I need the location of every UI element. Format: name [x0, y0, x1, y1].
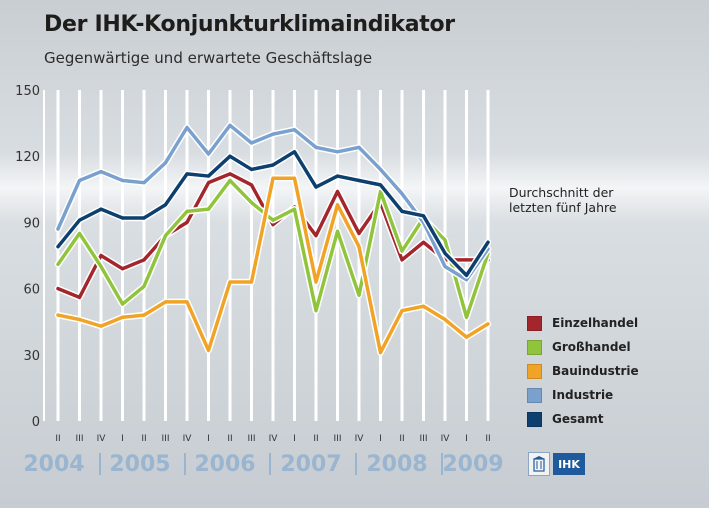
y-tick-label: 120 — [15, 150, 40, 165]
chart-subtitle: Gegenwärtige und erwartete Geschäftslage — [44, 49, 373, 67]
ihk-logo-text: IHK — [553, 453, 585, 475]
series-line-bauindustrie — [56, 176, 490, 355]
legend-swatch — [527, 315, 542, 331]
average-annotation-line-2: letzten fünf Jahre — [509, 200, 617, 215]
legend-item-einzelhandel: Einzelhandel — [527, 311, 639, 335]
x-tick-label: III — [334, 434, 342, 444]
x-tick-label: I — [379, 434, 382, 444]
legend-label: Bauindustrie — [552, 364, 639, 378]
x-tick-label: IV — [97, 434, 107, 444]
x-tick-label: III — [420, 434, 428, 444]
legend-label: Gesamt — [552, 412, 604, 426]
chart-title: Der IHK-Konjunkturklimaindikator — [44, 12, 455, 37]
year-label: 2008 — [366, 452, 427, 477]
x-tick-label: II — [141, 434, 146, 444]
x-tick-label: II — [55, 434, 60, 444]
year-label: 2005 — [109, 452, 170, 477]
emblem-icon — [528, 452, 550, 476]
x-tick-label: II — [227, 434, 232, 444]
x-tick-label: IV — [441, 434, 451, 444]
legend-item-industrie: Industrie — [527, 383, 639, 407]
ihk-logo: IHK — [528, 452, 585, 476]
x-tick-label: III — [76, 434, 84, 444]
legend-label: Einzelhandel — [552, 316, 639, 330]
y-tick-label: 150 — [15, 84, 40, 99]
average-annotation-line-1: Durchschnitt der — [509, 185, 614, 200]
year-label: 2004 — [23, 452, 84, 477]
x-tick-label: I — [121, 434, 124, 444]
average-annotation: Durchschnitt der letzten fünf Jahre — [509, 185, 617, 215]
legend-item-großhandel: Großhandel — [527, 335, 639, 359]
legend-swatch — [527, 363, 542, 379]
x-tick-label: I — [465, 434, 468, 444]
series-line-großhandel — [56, 178, 490, 320]
y-tick-label: 60 — [23, 283, 40, 298]
y-tick-label: 0 — [32, 415, 40, 430]
x-tick-label: IV — [355, 434, 365, 444]
x-tick-label: III — [162, 434, 170, 444]
legend-item-gesamt: Gesamt — [527, 407, 639, 431]
legend-item-bauindustrie: Bauindustrie — [527, 359, 639, 383]
y-tick-label: 30 — [23, 349, 40, 364]
x-tick-label: IV — [183, 434, 193, 444]
series-line-einzelhandel — [56, 172, 490, 300]
year-label: 2007 — [280, 452, 341, 477]
x-tick-label: I — [293, 434, 296, 444]
year-label: 2009 — [442, 452, 503, 477]
x-tick-label: III — [248, 434, 256, 444]
legend-swatch — [527, 387, 542, 403]
legend-swatch — [527, 339, 542, 355]
legend-label: Großhandel — [552, 340, 631, 354]
year-label: 2006 — [194, 452, 255, 477]
x-tick-label: I — [207, 434, 210, 444]
x-tick-label: IV — [269, 434, 279, 444]
series-line-gesamt — [56, 150, 490, 278]
x-tick-label: II — [399, 434, 404, 444]
x-tick-label: II — [313, 434, 318, 444]
legend-label: Industrie — [552, 388, 614, 402]
x-tick-label: II — [485, 434, 490, 444]
y-tick-label: 90 — [23, 216, 40, 231]
legend: Einzelhandel Großhandel Bauindustrie Indust… — [527, 311, 639, 431]
legend-swatch — [527, 411, 542, 427]
